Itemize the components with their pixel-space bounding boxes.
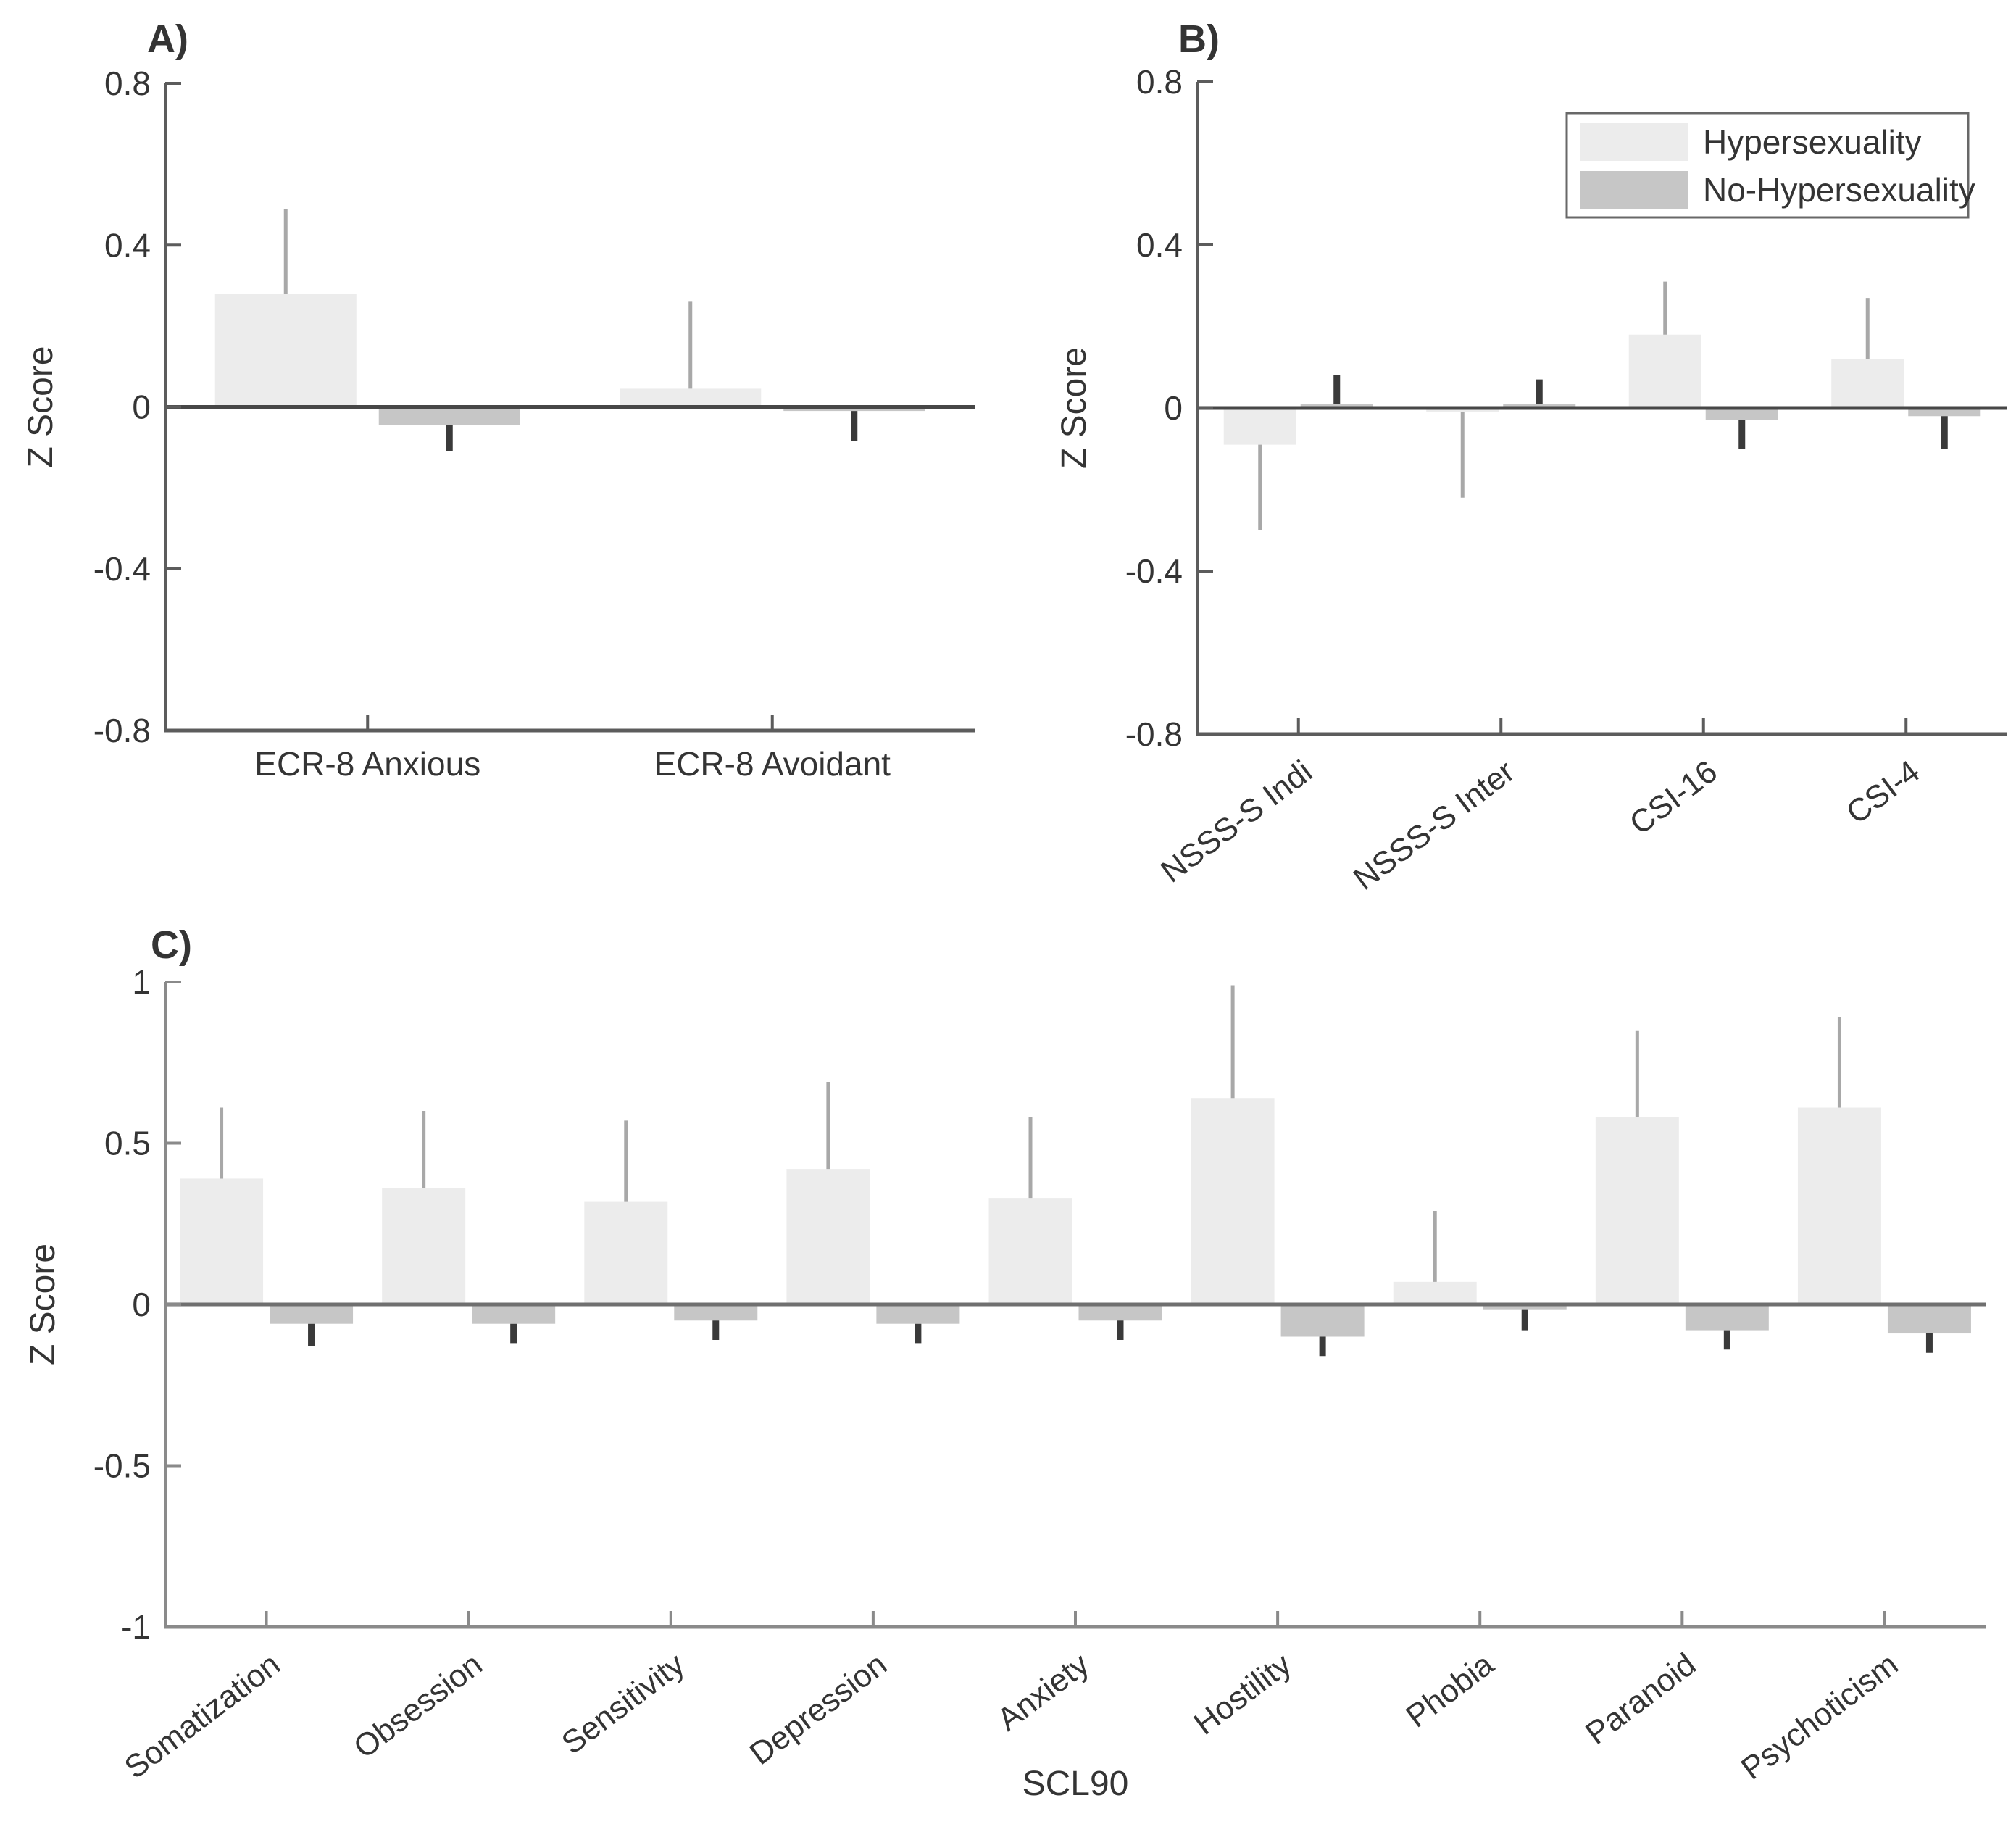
bar-hypersexuality-2 xyxy=(1628,334,1701,408)
bar-hypersexuality-3 xyxy=(786,1169,870,1304)
y-tick-label: 0 xyxy=(132,1286,151,1323)
y-tick-label: 1 xyxy=(132,963,151,1001)
x-category-label: Hostility xyxy=(1188,1647,1299,1742)
bar-hypersexuality-3 xyxy=(1831,359,1904,408)
bar-no-hypersexuality-1 xyxy=(1503,404,1576,408)
x-category-label: NSSS-S Indi xyxy=(1154,754,1319,890)
x-category-label: CSI-16 xyxy=(1623,754,1724,842)
x-category-label: Anxiety xyxy=(991,1647,1096,1738)
bar-no-hypersexuality-2 xyxy=(674,1304,758,1321)
bar-hypersexuality-0 xyxy=(180,1178,264,1304)
panel-letter-A: A) xyxy=(147,17,188,61)
y-tick-label: 0 xyxy=(1164,389,1183,427)
bar-no-hypersexuality-0 xyxy=(1300,404,1373,408)
bar-no-hypersexuality-7 xyxy=(1685,1304,1769,1331)
y-tick-label: 0.8 xyxy=(1136,63,1183,101)
bar-no-hypersexuality-1 xyxy=(783,407,925,412)
bar-hypersexuality-6 xyxy=(1393,1281,1477,1304)
y-tick-label: -1 xyxy=(121,1608,151,1646)
y-tick-label: 0.4 xyxy=(104,226,151,264)
legend-swatch-0 xyxy=(1580,123,1688,161)
x-axis-label: SCL90 xyxy=(1022,1765,1129,1803)
y-tick-label: -0.8 xyxy=(1125,715,1183,753)
bar-hypersexuality-8 xyxy=(1797,1107,1881,1304)
bar-no-hypersexuality-3 xyxy=(1908,408,1981,417)
bar-hypersexuality-4 xyxy=(988,1198,1072,1304)
bar-no-hypersexuality-3 xyxy=(876,1304,960,1324)
bar-hypersexuality-5 xyxy=(1191,1098,1275,1304)
y-tick-label: 0 xyxy=(132,388,151,426)
bar-no-hypersexuality-8 xyxy=(1887,1304,1971,1334)
bar-no-hypersexuality-5 xyxy=(1280,1304,1365,1337)
y-tick-label: 0.5 xyxy=(104,1125,151,1162)
legend-label-1: No-Hypersexuality xyxy=(1703,171,1975,209)
x-category-label: ECR-8 Anxious xyxy=(254,745,480,783)
y-axis-label: Z Score xyxy=(1055,347,1094,469)
legend: Hypersexuality No-Hypersexuality xyxy=(1565,112,1975,219)
panel-letter-B: B) xyxy=(1178,17,1220,61)
panel-letter-C: C) xyxy=(151,923,192,967)
x-category-label: Paranoid xyxy=(1579,1647,1702,1752)
bar-no-hypersexuality-0 xyxy=(378,407,520,425)
panel-A: 0.8 0.4 0 -0.4 -0.8 ECR-8 Anxious ECR-8 Avoida… xyxy=(22,17,975,783)
bar-hypersexuality-1 xyxy=(1426,408,1499,412)
y-tick-label: 0.8 xyxy=(104,64,151,102)
y-tick-label: -0.5 xyxy=(93,1447,151,1485)
y-axis-label: Z Score xyxy=(22,346,60,467)
bar-hypersexuality-1 xyxy=(382,1188,466,1304)
bar-hypersexuality-2 xyxy=(584,1201,668,1304)
bar-hypersexuality-1 xyxy=(620,388,762,407)
bar-no-hypersexuality-2 xyxy=(1705,408,1778,420)
x-category-label: NSSS-S Inter xyxy=(1347,754,1521,897)
x-category-label: Psychoticism xyxy=(1735,1647,1905,1787)
bar-hypersexuality-0 xyxy=(1223,408,1296,445)
bar-no-hypersexuality-4 xyxy=(1078,1304,1162,1321)
y-tick-label: -0.4 xyxy=(1125,552,1183,590)
y-axis-label: Z Score xyxy=(24,1244,62,1365)
y-tick-label: -0.4 xyxy=(93,550,151,588)
x-category-label: Obsession xyxy=(347,1647,489,1765)
x-category-label: Somatization xyxy=(118,1647,287,1786)
x-category-label: CSI-4 xyxy=(1840,754,1926,831)
y-tick-label: 0.4 xyxy=(1136,226,1183,264)
x-category-label: Sensitivity xyxy=(555,1647,691,1761)
bar-no-hypersexuality-0 xyxy=(270,1304,354,1324)
legend-swatch-1 xyxy=(1580,171,1688,209)
bar-no-hypersexuality-6 xyxy=(1483,1304,1567,1310)
bar-hypersexuality-7 xyxy=(1595,1117,1679,1304)
y-tick-label: -0.8 xyxy=(93,712,151,749)
legend-label-0: Hypersexuality xyxy=(1703,123,1922,161)
bar-no-hypersexuality-1 xyxy=(472,1304,556,1324)
x-category-label: Depression xyxy=(743,1647,894,1772)
x-category-label: Phobia xyxy=(1399,1647,1500,1735)
bar-hypersexuality-0 xyxy=(214,294,357,407)
x-category-label: ECR-8 Avoidant xyxy=(654,745,891,783)
